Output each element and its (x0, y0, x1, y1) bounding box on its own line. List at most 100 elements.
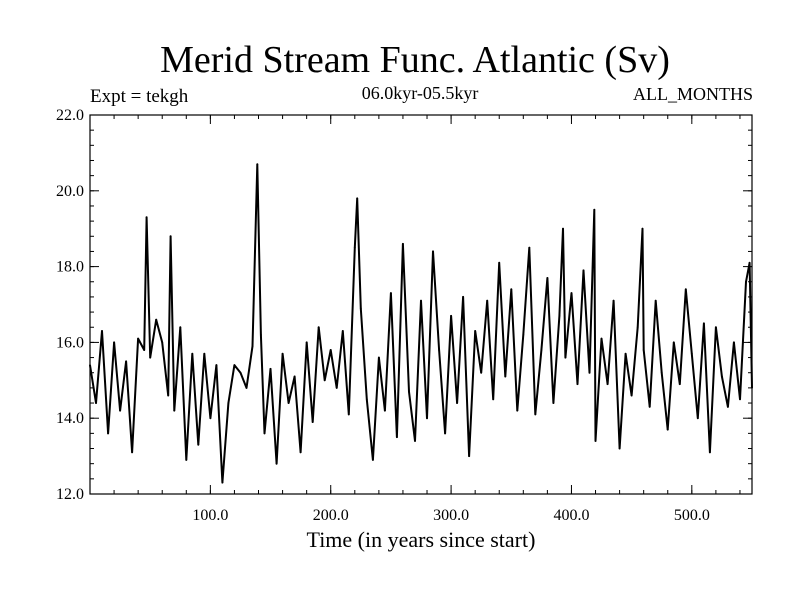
x-tick-label: 400.0 (553, 507, 589, 524)
data-point (600, 337, 603, 340)
data-point (672, 341, 675, 344)
data-point (101, 330, 103, 332)
data-point (299, 451, 302, 454)
data-point (275, 462, 278, 465)
data-point (562, 227, 564, 230)
data-point (227, 402, 230, 404)
data-point (630, 394, 633, 397)
data-point (191, 352, 194, 355)
data-point (678, 383, 681, 385)
data-point (173, 409, 176, 412)
data-point (618, 447, 621, 450)
data-point (739, 398, 741, 401)
data-point (733, 341, 735, 344)
y-tick-label: 16.0 (56, 334, 84, 351)
data-point (239, 371, 242, 374)
data-point (708, 451, 711, 454)
data-point (648, 405, 651, 408)
data-point (323, 379, 326, 382)
data-point (714, 326, 717, 329)
data-point (702, 322, 705, 325)
data-point (353, 246, 356, 249)
data-point (456, 402, 459, 404)
data-point (281, 352, 284, 355)
data-point (552, 402, 555, 404)
y-tick-label: 12.0 (56, 486, 84, 503)
data-point (594, 440, 597, 442)
data-point (654, 299, 657, 302)
data-point (215, 364, 218, 367)
data-point (125, 360, 128, 363)
data-point (642, 349, 645, 351)
data-point (516, 409, 519, 412)
series-line (89, 163, 753, 484)
data-point (570, 292, 573, 295)
data-point (341, 330, 344, 332)
data-point (263, 432, 266, 435)
data-point (462, 296, 465, 298)
data-point (564, 356, 567, 359)
x-tick-label: 500.0 (674, 507, 710, 524)
months-label: ALL_MONTHS (633, 84, 753, 104)
data-point (402, 242, 404, 245)
data-point (251, 345, 254, 348)
data-point (420, 299, 422, 302)
data-point (305, 341, 308, 344)
data-point (245, 386, 248, 389)
data-point (540, 349, 543, 351)
data-point (690, 352, 693, 355)
data-point (89, 364, 91, 367)
data-point (558, 314, 561, 317)
data-point (546, 277, 549, 279)
data-point (751, 386, 753, 389)
data-point (528, 246, 531, 249)
data-point (468, 455, 471, 457)
data-point (727, 405, 729, 408)
data-point (95, 402, 97, 404)
data-point (203, 352, 206, 355)
data-point (377, 356, 380, 359)
y-tick-label: 20.0 (56, 183, 84, 200)
data-point (438, 349, 440, 351)
data-point (748, 261, 751, 264)
data-point (145, 216, 148, 219)
data-point (365, 398, 368, 401)
data-point (612, 299, 615, 302)
data-point (359, 307, 362, 310)
x-tick-label: 300.0 (433, 507, 469, 524)
data-point (221, 481, 224, 484)
data-point (390, 292, 392, 295)
data-point (287, 402, 290, 404)
data-point (383, 409, 386, 412)
data-point (197, 443, 200, 446)
data-point (161, 341, 164, 344)
data-point (721, 375, 723, 378)
y-tick-label: 14.0 (56, 410, 84, 427)
data-point (522, 333, 525, 336)
data-point (119, 409, 121, 412)
data-point (269, 368, 272, 370)
data-point (179, 326, 182, 329)
data-point (510, 288, 513, 291)
data-point (107, 432, 109, 435)
data-point (155, 318, 158, 321)
data-point (256, 163, 259, 166)
data-point (329, 349, 332, 351)
data-point (492, 398, 495, 401)
data-point (347, 413, 350, 416)
data-point (696, 417, 699, 420)
data-point (486, 299, 489, 302)
y-tick-label: 22.0 (56, 107, 84, 124)
data-point (143, 349, 146, 351)
x-tick-label: 100.0 (192, 507, 228, 524)
data-point (624, 352, 627, 355)
data-point (311, 421, 314, 423)
data-point (588, 371, 591, 374)
data-point (684, 288, 687, 291)
data-point (408, 390, 410, 393)
data-point (185, 458, 188, 461)
data-point (414, 440, 416, 442)
axis-ticks (90, 114, 752, 495)
data-point (504, 375, 507, 378)
plot-frame (89, 114, 753, 495)
